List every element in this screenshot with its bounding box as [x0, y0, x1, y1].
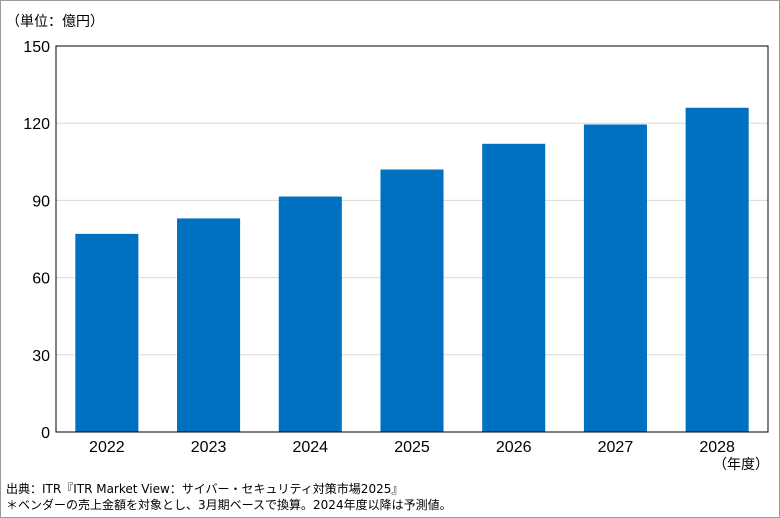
footnote: ＊ベンダーの売上金額を対象とし、3月期ベースで換算。2024年度以降は予測値。 [6, 498, 452, 512]
bar-2027 [583, 124, 647, 432]
y-tick-label: 0 [41, 425, 50, 442]
bar-2024 [278, 196, 342, 432]
bar-2025 [380, 169, 444, 432]
y-tick-label: 30 [32, 348, 50, 365]
y-tick-label: 60 [32, 271, 50, 288]
x-tick-label-2023: 2023 [191, 439, 227, 456]
bar-2022 [75, 233, 139, 432]
x-tick-label-2022: 2022 [89, 439, 125, 456]
plot-area-border [55, 45, 769, 433]
y-tick-label: 120 [23, 116, 50, 133]
x-axis-unit-label: （年度） [713, 457, 769, 473]
bar-2028 [685, 107, 749, 432]
bars [75, 107, 749, 432]
x-tick-label-2025: 2025 [394, 439, 430, 456]
x-tick-label-2024: 2024 [292, 439, 328, 456]
x-tick-label-2026: 2026 [496, 439, 532, 456]
unit-label: （単位：億円） [6, 14, 104, 30]
y-axis-tick-labels: 0 30 60 90 120 150 [23, 39, 50, 442]
y-tick-label: 150 [23, 39, 50, 56]
x-axis-tick-labels: 2022 2023 2024 2025 2026 2027 2028 [89, 439, 735, 456]
y-tick-label: 90 [32, 193, 50, 210]
x-tick-label-2028: 2028 [699, 439, 735, 456]
bar-2026 [482, 143, 546, 432]
bar-2023 [177, 218, 241, 432]
x-tick-label-2027: 2027 [598, 439, 634, 456]
source-note: 出典：ITR『ITR Market View：サイバー・セキュリティ対策市場20… [6, 482, 404, 496]
